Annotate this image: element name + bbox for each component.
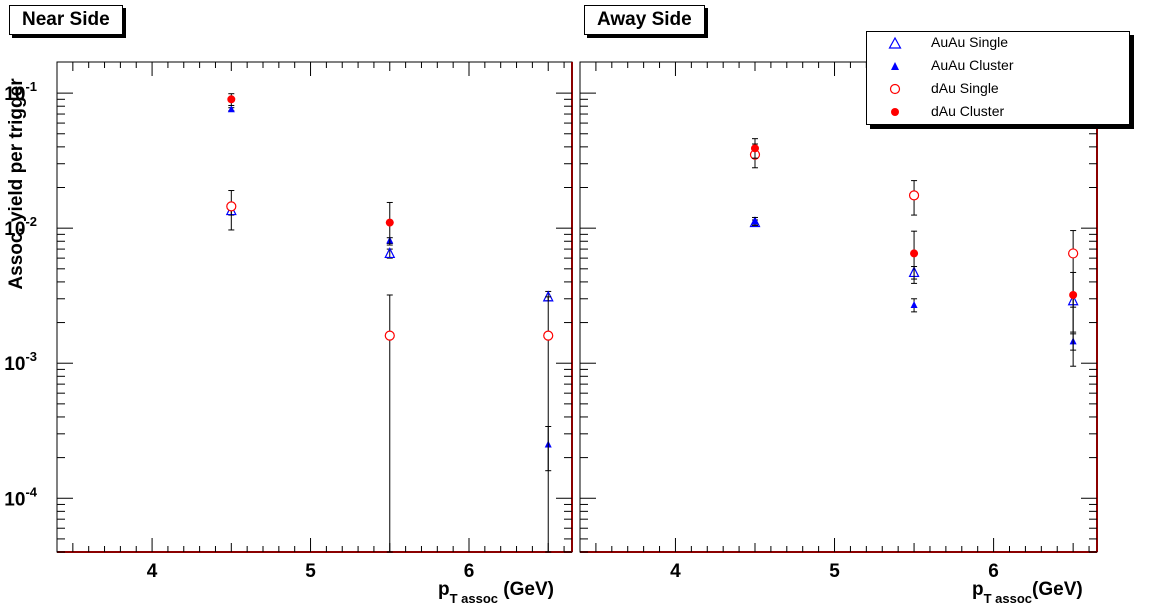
filled-circle-icon [891, 108, 899, 116]
x-tick-label: 6 [988, 561, 999, 582]
data-point-dau-cluster [227, 95, 236, 104]
data-point-dau-single [908, 190, 920, 201]
away-side-ticks [579, 62, 1097, 553]
x-tick-label: 5 [305, 561, 316, 582]
filled-triangle-icon [891, 62, 899, 70]
y-tick-base: 10 [4, 219, 25, 240]
y-tick-exponent: -3 [25, 349, 37, 364]
away-side-panel: 4 5 6 [579, 61, 1098, 582]
data-point-dau-single [226, 201, 237, 212]
legend-label: AuAu Single [931, 34, 1009, 50]
data-point-auau-single [384, 247, 396, 259]
x-tick-label: 5 [829, 561, 840, 582]
legend-label: dAu Single [931, 80, 999, 96]
legend: AuAu Single AuAu Cluster dAu Single dAu … [866, 31, 1130, 125]
open-circle-icon [889, 83, 901, 95]
near-side-frame [56, 61, 573, 553]
near-x-label-main: p [438, 579, 450, 600]
data-point-dau-cluster [750, 144, 759, 153]
data-point-dau-single [384, 330, 395, 341]
away-x-label-unit: (GeV) [1032, 579, 1083, 600]
away-x-axis-label: pT assoc(GeV) [972, 579, 1083, 606]
data-point-dau-cluster [910, 249, 919, 258]
away-x-label-main: p [972, 579, 984, 600]
near-x-label-sub: T assoc [450, 591, 498, 606]
y-tick-base: 10 [4, 354, 25, 375]
x-tick-label: 4 [670, 561, 681, 582]
data-point-auau-cluster [910, 300, 918, 308]
data-point-dau-cluster [385, 218, 394, 227]
y-tick-label: 10-4 [4, 484, 37, 510]
y-tick-label: 10-1 [4, 79, 37, 105]
y-tick-exponent: -2 [25, 214, 37, 229]
x-tick-label: 6 [464, 561, 475, 582]
legend-label: dAu Cluster [931, 103, 1005, 119]
away-x-label-sub: T assoc [984, 591, 1032, 606]
y-tick-exponent: -4 [25, 484, 37, 499]
near-side-ticks [56, 62, 572, 553]
data-point-auau-cluster [751, 217, 759, 225]
near-side-panel: 4 5 610-410-310-210-1 [4, 61, 573, 582]
y-tick-base: 10 [4, 84, 25, 105]
data-point-dau-cluster [1069, 290, 1078, 299]
y-tick-label: 10-3 [4, 349, 37, 375]
x-tick-label: 4 [147, 561, 158, 582]
data-point-dau-single [1068, 248, 1079, 259]
near-x-axis-label: pT assoc (GeV) [438, 579, 554, 606]
legend-entry-auau-single: AuAu Single [867, 32, 1129, 54]
legend-label: AuAu Cluster [931, 57, 1014, 73]
legend-entry-auau-cluster: AuAu Cluster [867, 55, 1129, 77]
y-tick-exponent: -1 [25, 79, 37, 94]
y-axis-label: Assoc. yield per trigger [6, 78, 27, 290]
open-triangle-icon [888, 36, 902, 49]
y-tick-base: 10 [4, 489, 25, 510]
legend-entry-dau-single: dAu Single [867, 78, 1129, 100]
away-side-tick-labels: 4 5 6 [670, 561, 999, 582]
near-side-title: Near Side [9, 5, 123, 35]
y-tick-label: 10-2 [4, 214, 37, 240]
near-side-marks [225, 93, 554, 553]
away-side-marks [749, 138, 1079, 367]
data-point-auau-cluster [227, 105, 235, 113]
near-x-label-unit: (GeV) [498, 579, 554, 600]
data-point-dau-single [543, 330, 554, 341]
near-side-tick-labels: 4 5 610-410-310-210-1 [4, 79, 474, 582]
away-side-frame [579, 61, 1098, 553]
away-side-title: Away Side [584, 5, 705, 35]
legend-entry-dau-cluster: dAu Cluster [867, 101, 1129, 123]
